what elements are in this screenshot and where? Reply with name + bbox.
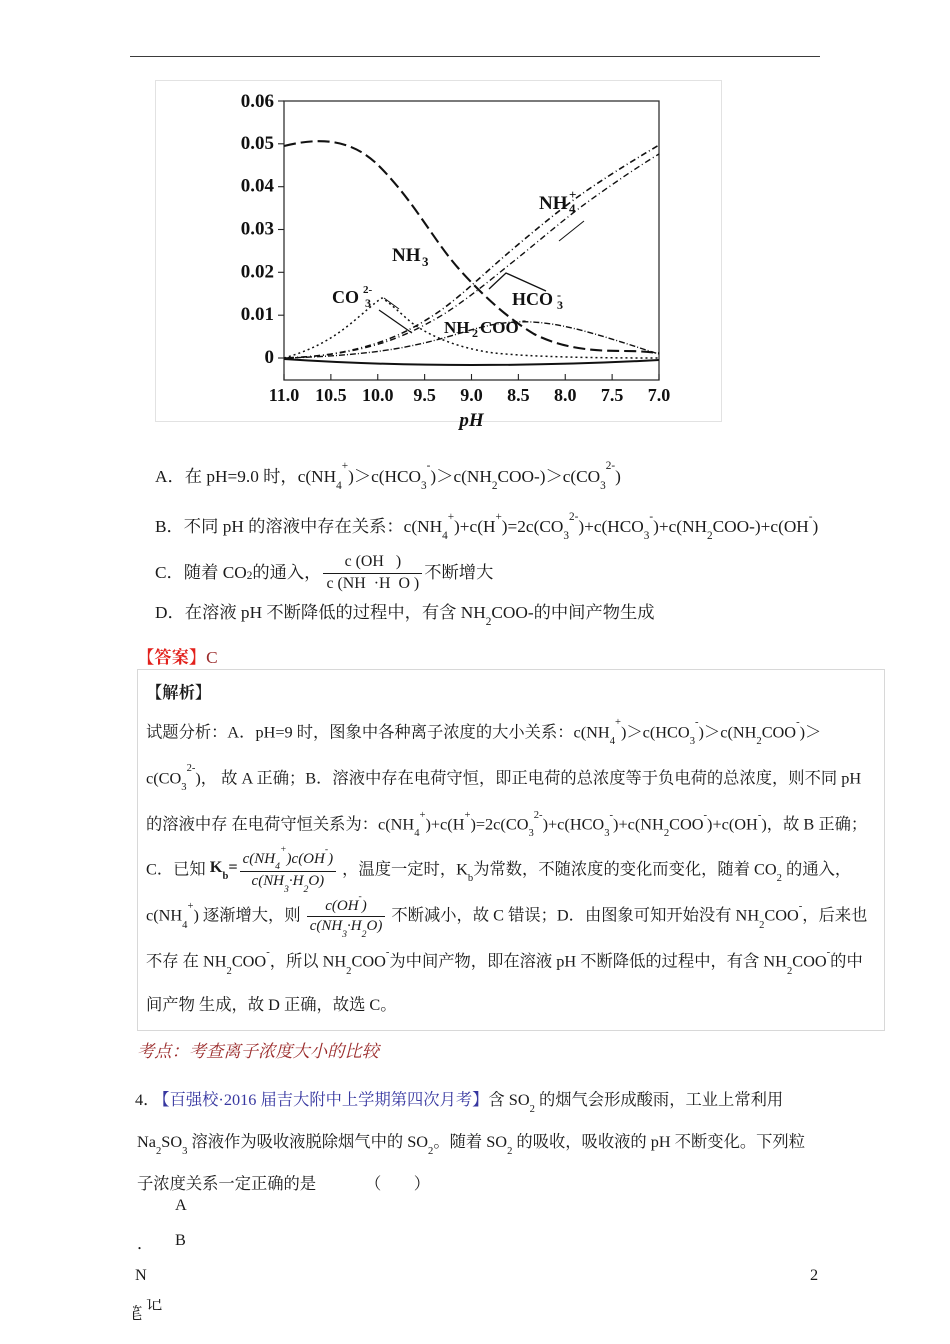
svg-text:10.0: 10.0 bbox=[362, 385, 394, 405]
svg-text:COO: COO bbox=[480, 318, 519, 337]
svg-text:8.5: 8.5 bbox=[507, 385, 530, 405]
svg-text:8.0: 8.0 bbox=[554, 385, 577, 405]
svg-text:11.0: 11.0 bbox=[269, 385, 300, 405]
svg-text:3: 3 bbox=[422, 254, 429, 269]
svg-text:0.03: 0.03 bbox=[241, 219, 274, 240]
svg-text:10.5: 10.5 bbox=[315, 385, 347, 405]
svg-text:NH: NH bbox=[392, 245, 421, 266]
svg-text:9.0: 9.0 bbox=[460, 385, 483, 405]
svg-text:0.04: 0.04 bbox=[241, 176, 275, 197]
svg-text:pH: pH bbox=[457, 410, 485, 431]
svg-text:-: - bbox=[522, 313, 526, 327]
svg-text:2: 2 bbox=[472, 326, 478, 340]
svg-text:0.02: 0.02 bbox=[241, 261, 274, 282]
svg-text:0.05: 0.05 bbox=[241, 133, 274, 154]
svg-text:2-: 2- bbox=[363, 284, 373, 296]
svg-text:NH: NH bbox=[444, 318, 470, 337]
svg-text:+: + bbox=[569, 187, 576, 202]
svg-text:3: 3 bbox=[365, 296, 371, 310]
svg-text:0: 0 bbox=[265, 347, 275, 368]
svg-text:HCO: HCO bbox=[512, 289, 553, 309]
svg-text:0.06: 0.06 bbox=[241, 91, 274, 112]
svg-text:4: 4 bbox=[569, 201, 576, 216]
svg-text:CO: CO bbox=[332, 287, 359, 307]
svg-text:0.01: 0.01 bbox=[241, 304, 274, 325]
svg-text:-: - bbox=[557, 288, 561, 302]
svg-text:NH: NH bbox=[539, 193, 568, 214]
svg-text:7.5: 7.5 bbox=[601, 385, 624, 405]
svg-text:7.0: 7.0 bbox=[648, 385, 671, 405]
svg-text:9.5: 9.5 bbox=[413, 385, 436, 405]
